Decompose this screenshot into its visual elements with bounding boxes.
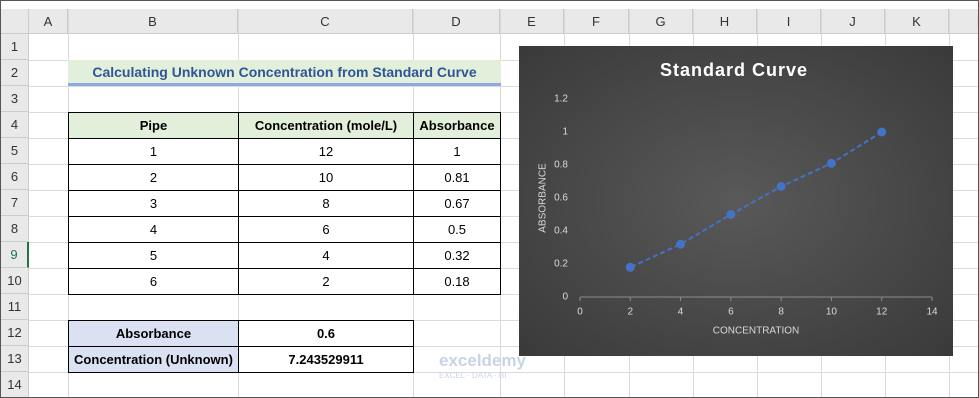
- data-point: [877, 127, 887, 137]
- row-gridline: [29, 190, 978, 191]
- column-header: J: [821, 9, 885, 34]
- column-header: D: [413, 9, 500, 34]
- column-header: C: [238, 9, 413, 34]
- row-gridline: [29, 60, 978, 61]
- row-header: 4: [1, 112, 29, 138]
- y-tick-label: 1.2: [554, 94, 568, 105]
- data-point: [726, 210, 736, 219]
- column-header: F: [564, 9, 629, 34]
- row-gridline: [29, 216, 978, 217]
- chart-area: [519, 46, 953, 356]
- table-header-cell: Pipe: [68, 112, 239, 139]
- row-header: 7: [1, 190, 29, 216]
- table-cell: 0.5: [413, 216, 501, 243]
- row-header: 11: [1, 294, 29, 320]
- data-point: [776, 181, 786, 191]
- table-cell: 0.81: [413, 164, 501, 191]
- column-header: K: [885, 9, 949, 34]
- data-point: [625, 262, 635, 272]
- column-header: I: [757, 9, 821, 34]
- y-tick-label: 0.8: [554, 160, 568, 171]
- chart[interactable]: Standard Curve CONCENTRATION ABSORBANCE …: [519, 46, 953, 356]
- table-cell: 2: [68, 164, 239, 191]
- result-value: 0.6: [238, 320, 414, 347]
- row-header: 8: [1, 216, 29, 242]
- table-cell: 10: [238, 164, 414, 191]
- y-axis-title: ABSORBANCE: [538, 163, 549, 233]
- column-header: H: [693, 9, 757, 34]
- table-cell: 6: [68, 268, 239, 295]
- row-header: 12: [1, 320, 29, 346]
- row-header: 5: [1, 138, 29, 164]
- table-cell: 4: [68, 216, 239, 243]
- row-header: 13: [1, 346, 29, 372]
- table-cell: 2: [238, 268, 414, 295]
- row-gridline: [29, 294, 978, 295]
- table-cell: 8: [238, 190, 414, 217]
- column-header: G: [629, 9, 693, 34]
- data-point: [676, 239, 686, 249]
- row-header: 2: [1, 60, 29, 86]
- row-gridline: [29, 346, 978, 347]
- result-label: Absorbance: [68, 320, 239, 347]
- y-tick-label: 0.4: [554, 226, 568, 237]
- row-header: 10: [1, 268, 29, 294]
- x-tick-label: 2: [628, 307, 634, 318]
- x-tick-label: 10: [826, 307, 838, 318]
- chart-title: Standard Curve: [660, 60, 808, 80]
- column-header: B: [68, 9, 238, 34]
- table-cell: 1: [68, 138, 239, 165]
- sheet-title: Calculating Unknown Concentration from S…: [68, 60, 501, 86]
- row-gridline: [29, 112, 978, 113]
- watermark-brand: exceldemy: [439, 351, 526, 370]
- column-header: L: [949, 9, 978, 34]
- table-header-cell: Absorbance: [413, 112, 501, 139]
- result-value: 7.243529911: [238, 346, 414, 373]
- table-cell: 0.32: [413, 242, 501, 269]
- x-tick-label: 4: [678, 307, 684, 318]
- connecting-line: [629, 131, 883, 269]
- x-tick-label: 8: [778, 307, 784, 318]
- row-gridline: [29, 138, 978, 139]
- x-tick-label: 12: [876, 307, 888, 318]
- table-cell: 12: [238, 138, 414, 165]
- table-header-cell: Concentration (mole/L): [238, 112, 414, 139]
- row-gridline: [29, 164, 978, 165]
- x-tick-label: 0: [577, 307, 583, 318]
- data-point: [826, 158, 836, 168]
- y-tick-label: 0.6: [554, 193, 568, 204]
- y-tick-label: 1: [562, 127, 568, 138]
- row-gridline: [29, 268, 978, 269]
- table-cell: 6: [238, 216, 414, 243]
- table-cell: 4: [238, 242, 414, 269]
- row-header: 14: [1, 372, 29, 397]
- row-gridline: [29, 320, 978, 321]
- row-header: 9: [1, 242, 29, 268]
- table-cell: 0.67: [413, 190, 501, 217]
- table-cell: 0.18: [413, 268, 501, 295]
- table-cell: 1: [413, 138, 501, 165]
- column-header: A: [29, 9, 68, 34]
- row-header: 3: [1, 86, 29, 112]
- row-header: 6: [1, 164, 29, 190]
- y-tick-label: 0: [562, 292, 568, 303]
- table-cell: 3: [68, 190, 239, 217]
- column-header: E: [500, 9, 564, 34]
- x-axis-title: CONCENTRATION: [713, 326, 799, 337]
- row-gridline: [29, 372, 978, 373]
- y-tick-label: 0.2: [554, 259, 568, 270]
- table-cell: 5: [68, 242, 239, 269]
- corner: [1, 9, 29, 34]
- watermark-tagline: EXCEL · DATA · BI: [439, 370, 507, 380]
- row-header: 1: [1, 34, 29, 60]
- x-tick-label: 14: [926, 307, 938, 318]
- x-tick-label: 6: [728, 307, 734, 318]
- row-gridline: [29, 86, 978, 87]
- result-label: Concentration (Unknown): [68, 346, 239, 373]
- row-gridline: [29, 242, 978, 243]
